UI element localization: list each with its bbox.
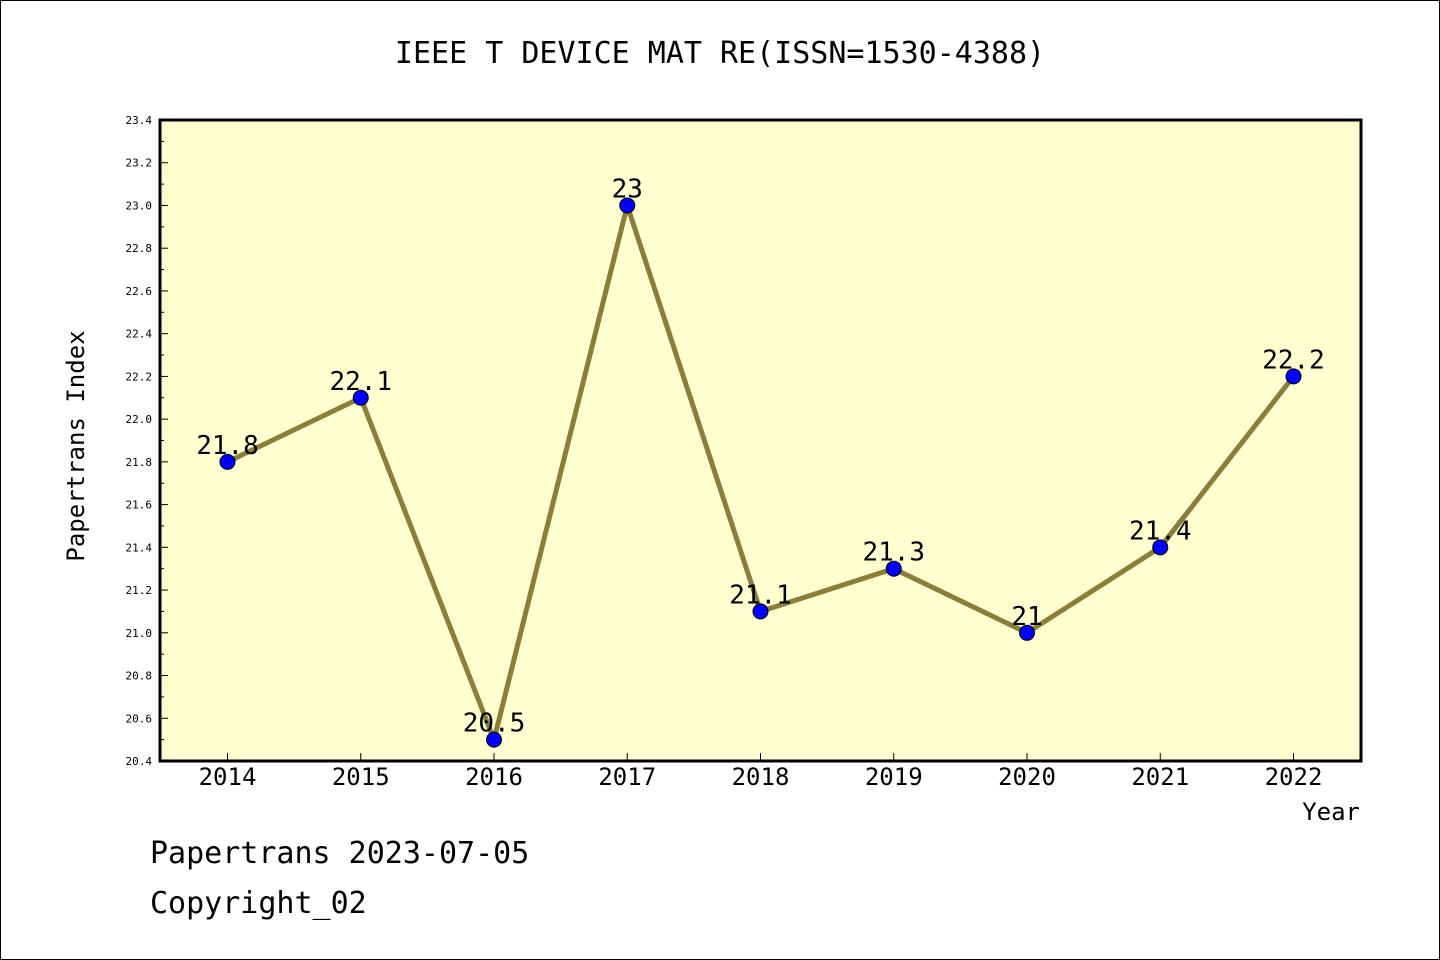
data-point [1152, 539, 1169, 556]
y-axis-ticks: 20.4 20.6 20.8 21.0 21.2 21.4 21.6 21.8 22.0 22.2… [126, 114, 168, 768]
x-axis-ticks: 2014 2015 2016 2017 2018 2019 2020 2021 2022 [199, 753, 1323, 791]
plot-area [158, 118, 1363, 763]
data-labels: 21.8 22.1 20.5 23 21.1 21.3 21 21.4 22.2 [196, 174, 1325, 738]
x-tick-label: 2017 [598, 763, 656, 791]
data-label: 21.4 [1129, 516, 1192, 546]
y-tick-label: 20.6 [126, 712, 153, 725]
y-tick-label: 22.4 [126, 328, 153, 341]
x-axis-label: Year [1302, 798, 1360, 826]
data-point [619, 197, 636, 214]
data-label: 22.2 [1262, 345, 1325, 375]
y-tick-label: 22.2 [126, 370, 153, 383]
data-point [352, 389, 369, 406]
x-tick-label: 2022 [1265, 763, 1323, 791]
data-markers [219, 197, 1302, 748]
y-tick-label: 21.2 [126, 584, 153, 597]
data-point [752, 603, 769, 620]
data-label: 22.1 [329, 367, 392, 397]
data-label: 21 [1011, 602, 1042, 632]
footer-copyright: Copyright_02 [150, 886, 367, 921]
y-tick-label: 22.8 [126, 242, 153, 255]
x-tick-label: 2016 [465, 763, 523, 791]
data-label: 21.1 [729, 580, 792, 610]
y-tick-label: 23.2 [126, 157, 153, 170]
data-point [1019, 624, 1035, 641]
x-tick-label: 2014 [199, 763, 257, 791]
data-label: 21.3 [862, 538, 925, 568]
y-tick-label: 23.4 [126, 114, 153, 127]
x-tick-label: 2020 [998, 763, 1056, 791]
data-point [219, 453, 236, 470]
y-tick-label: 22.0 [126, 413, 153, 426]
x-tick-label: 2015 [332, 763, 390, 791]
chart-title: IEEE T DEVICE MAT RE(ISSN=1530-4388) [394, 36, 1046, 71]
data-point [486, 731, 502, 748]
x-tick-label: 2021 [1131, 763, 1189, 791]
data-label: 23 [612, 174, 643, 204]
y-axis-label: Papertrans Index [62, 330, 90, 561]
y-tick-label: 22.6 [126, 285, 153, 298]
x-tick-label: 2019 [865, 763, 923, 791]
y-tick-label: 21.8 [126, 456, 153, 469]
y-tick-label: 21.6 [126, 499, 153, 512]
y-tick-label: 20.8 [126, 670, 153, 683]
y-tick-label: 23.0 [126, 199, 153, 212]
y-tick-label: 21.4 [126, 541, 153, 554]
x-tick-label: 2018 [732, 763, 790, 791]
footer-date: Papertrans 2023-07-05 [150, 836, 530, 871]
data-point [1285, 368, 1302, 385]
y-tick-label: 21.0 [126, 627, 153, 640]
data-label: 20.5 [463, 709, 526, 739]
data-point [885, 560, 902, 577]
y-tick-label: 20.4 [126, 755, 153, 768]
data-label: 21.8 [196, 431, 259, 461]
